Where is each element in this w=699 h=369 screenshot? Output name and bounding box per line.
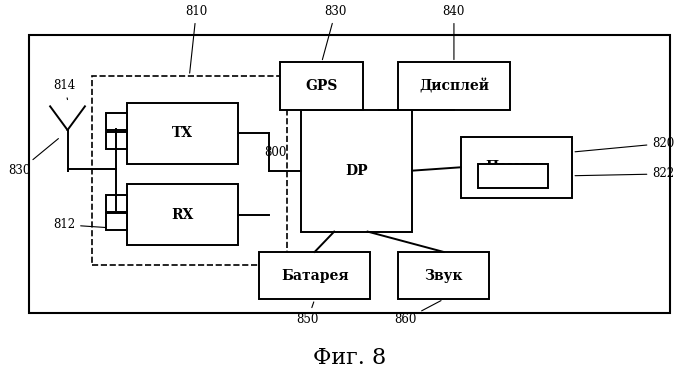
FancyBboxPatch shape <box>301 110 412 232</box>
Text: 810: 810 <box>185 5 208 73</box>
Text: 812: 812 <box>53 218 113 231</box>
FancyBboxPatch shape <box>398 252 489 299</box>
FancyBboxPatch shape <box>127 184 238 245</box>
FancyBboxPatch shape <box>106 195 127 212</box>
FancyBboxPatch shape <box>106 213 127 230</box>
Text: 822: 822 <box>575 168 675 180</box>
FancyBboxPatch shape <box>280 62 363 110</box>
Text: TX: TX <box>172 127 193 141</box>
Text: 800: 800 <box>264 145 287 159</box>
Text: Дисплей: Дисплей <box>419 79 489 93</box>
FancyBboxPatch shape <box>106 132 127 149</box>
Text: Память: Память <box>485 160 548 174</box>
Text: Фиг. 8: Фиг. 8 <box>313 347 386 369</box>
FancyBboxPatch shape <box>478 164 548 187</box>
Text: 820: 820 <box>575 137 675 152</box>
FancyBboxPatch shape <box>259 252 370 299</box>
Text: 840: 840 <box>442 5 465 59</box>
Text: RX: RX <box>171 208 194 222</box>
FancyBboxPatch shape <box>127 103 238 164</box>
FancyBboxPatch shape <box>106 113 127 130</box>
Text: 814: 814 <box>53 79 75 100</box>
FancyBboxPatch shape <box>398 62 510 110</box>
Text: 850: 850 <box>296 302 319 326</box>
Text: Батарея: Батарея <box>281 269 349 283</box>
FancyBboxPatch shape <box>461 137 572 198</box>
FancyBboxPatch shape <box>29 35 670 313</box>
Text: 860: 860 <box>394 301 441 326</box>
Text: GPS: GPS <box>305 79 338 93</box>
Text: 830: 830 <box>8 139 59 177</box>
Text: Звук: Звук <box>424 269 463 283</box>
Text: DP: DP <box>345 164 368 177</box>
Text: 830: 830 <box>322 5 347 60</box>
